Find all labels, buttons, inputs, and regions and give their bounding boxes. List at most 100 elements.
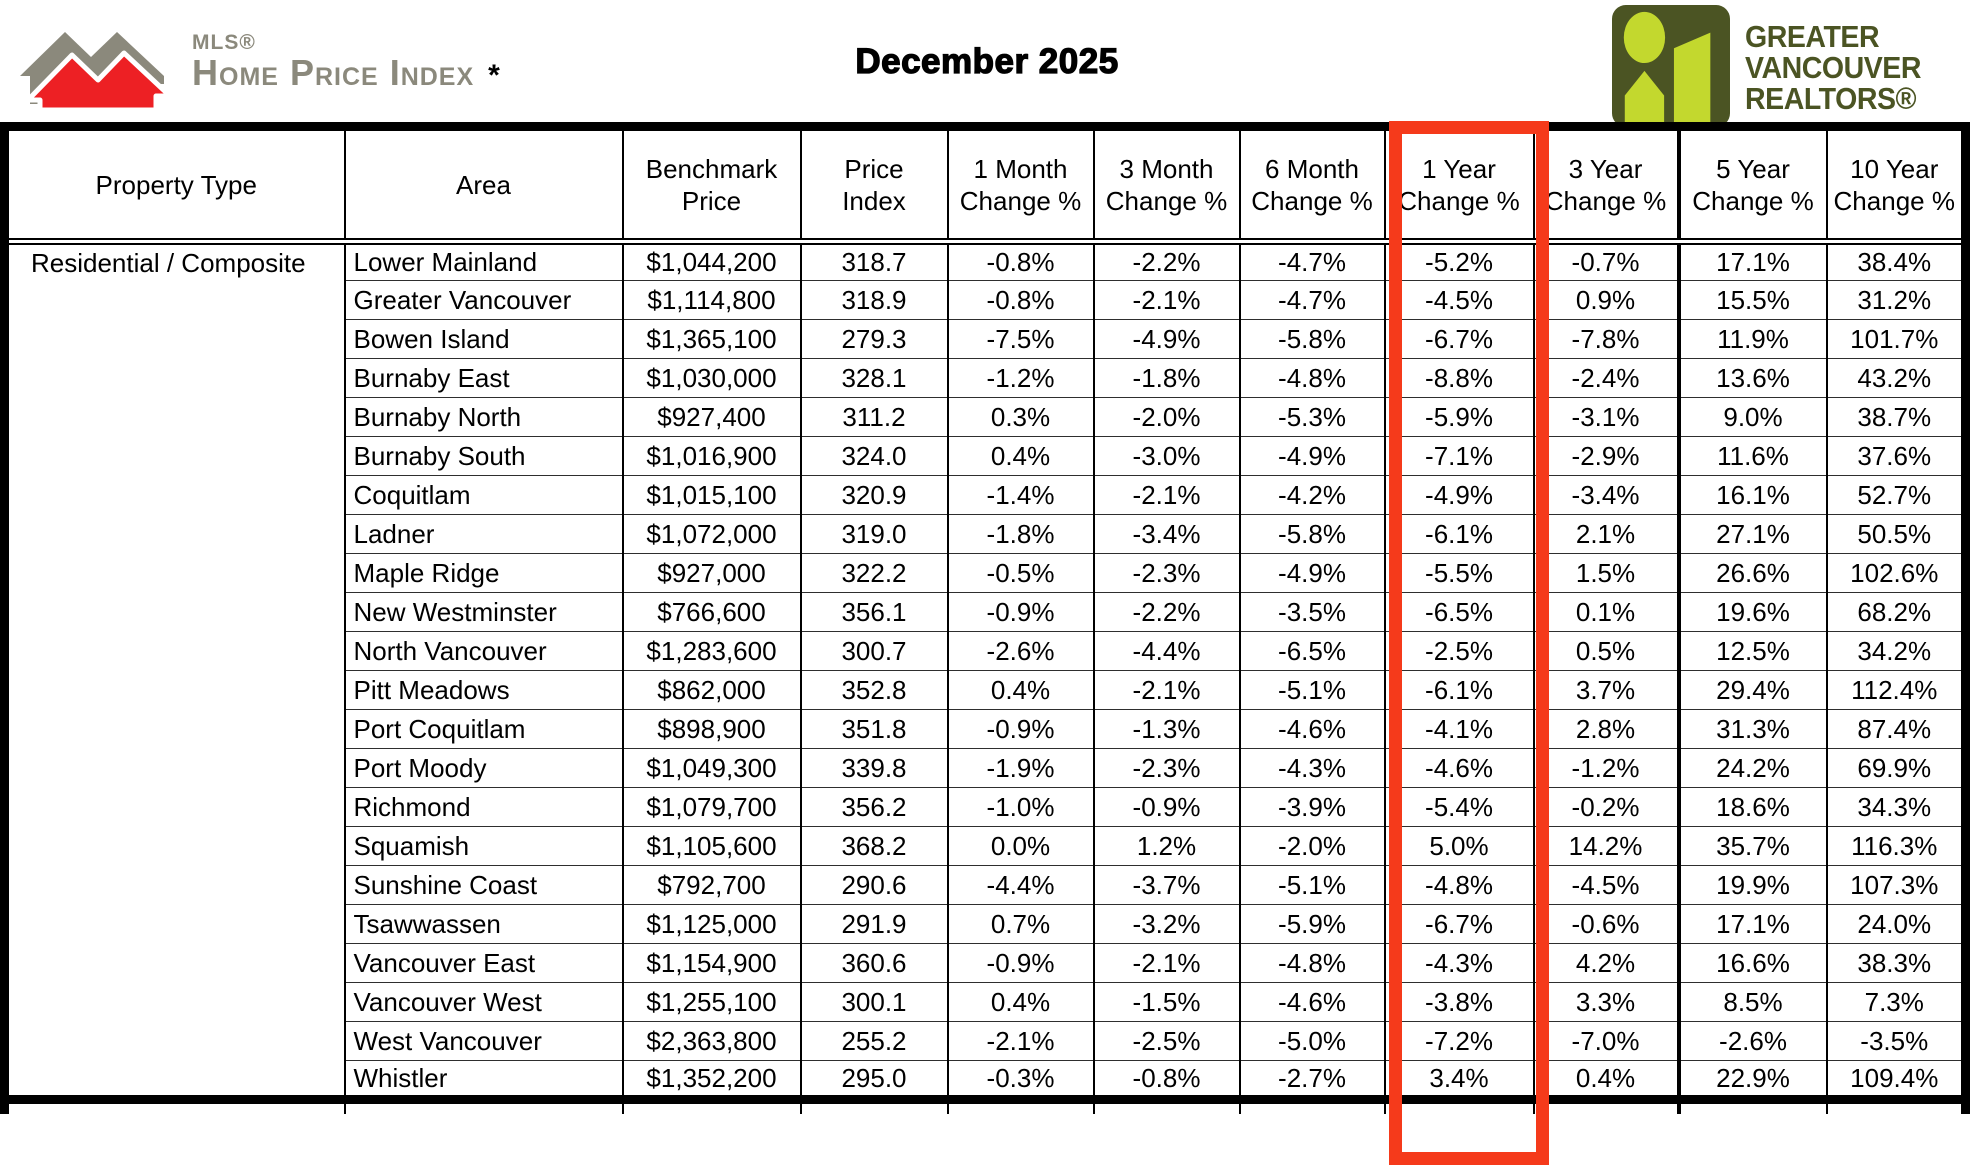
value-cell: -5.9%	[1384, 397, 1535, 437]
value-cell: 27.1%	[1676, 514, 1828, 554]
next-section-sliver	[4, 1099, 1967, 1114]
col-header-4: 1 Month Change %	[946, 125, 1095, 245]
value-cell: -5.1%	[1239, 865, 1386, 905]
value-cell: -3.0%	[1093, 436, 1241, 476]
value-cell: $927,000	[622, 553, 802, 593]
value-cell: $1,352,200	[622, 1060, 802, 1104]
asterisk: *	[488, 59, 501, 92]
value-cell: -2.1%	[1093, 943, 1241, 983]
value-cell: -4.8%	[1384, 865, 1535, 905]
col-header-3: Price Index	[799, 125, 949, 245]
value-cell: $1,015,100	[622, 475, 802, 515]
value-cell: -3.1%	[1533, 397, 1680, 437]
value-cell: -2.1%	[1093, 475, 1241, 515]
value-cell: $2,363,800	[622, 1021, 802, 1061]
mls-hpi-logo: MLS® Home Price Index *	[14, 24, 501, 112]
value-cell: 68.2%	[1826, 592, 1967, 632]
area-cell: Burnaby South	[343, 436, 624, 476]
value-cell: -6.1%	[1384, 670, 1535, 710]
value-cell: -3.9%	[1239, 787, 1386, 827]
value-cell: 38.7%	[1826, 397, 1967, 437]
value-cell: 356.1	[800, 592, 949, 632]
value-cell: -2.2%	[1093, 592, 1241, 632]
value-cell: -7.1%	[1384, 436, 1535, 476]
value-cell: 17.1%	[1676, 241, 1828, 281]
value-cell: 35.7%	[1676, 826, 1828, 866]
value-cell: -0.9%	[1093, 787, 1241, 827]
value-cell: -4.6%	[1239, 982, 1386, 1022]
value-cell: 11.6%	[1676, 436, 1828, 476]
value-cell: 38.4%	[1826, 241, 1967, 281]
sliver-row	[4, 1099, 1967, 1114]
value-cell: 112.4%	[1826, 670, 1967, 710]
value-cell: -4.1%	[1384, 709, 1535, 749]
table-row: Port Coquitlam $898,900 351.8 -0.9% -1.3% -4.…	[5, 709, 1967, 749]
property-type-cell: Residential / Composite	[4, 241, 346, 1104]
value-cell: 0.4%	[947, 670, 1095, 710]
value-cell: $1,125,000	[622, 904, 802, 944]
value-cell: 15.5%	[1676, 280, 1828, 320]
area-cell: Squamish	[343, 826, 624, 866]
value-cell: -5.2%	[1384, 241, 1535, 281]
area-cell: Burnaby North	[343, 397, 624, 437]
gvr-people-building-icon	[1612, 5, 1730, 127]
value-cell: -2.5%	[1384, 631, 1535, 671]
area-cell: Richmond	[343, 787, 624, 827]
value-cell: -2.4%	[1533, 358, 1680, 398]
area-cell: North Vancouver	[343, 631, 624, 671]
value-cell: 0.4%	[947, 436, 1095, 476]
value-cell: -7.8%	[1533, 319, 1680, 359]
value-cell: -3.5%	[1826, 1021, 1967, 1061]
value-cell: 19.9%	[1676, 865, 1828, 905]
value-cell: 0.0%	[947, 826, 1095, 866]
value-cell: 360.6	[800, 943, 949, 983]
value-cell: 311.2	[800, 397, 949, 437]
value-cell: 7.3%	[1826, 982, 1967, 1022]
value-cell: 295.0	[800, 1060, 949, 1104]
col-header-10: 10 Year Change %	[1825, 125, 1967, 245]
value-cell: 352.8	[800, 670, 949, 710]
area-cell: Port Coquitlam	[343, 709, 624, 749]
table-row: Pitt Meadows $862,000 352.8 0.4% -2.1% -5.1% -…	[5, 670, 1967, 710]
value-cell: 31.3%	[1676, 709, 1828, 749]
value-cell: 328.1	[800, 358, 949, 398]
value-cell: 320.9	[800, 475, 949, 515]
col-header-8: 3 Year Change %	[1532, 125, 1680, 245]
value-cell: -0.9%	[947, 943, 1095, 983]
value-cell: 300.1	[800, 982, 949, 1022]
value-cell: -3.2%	[1093, 904, 1241, 944]
value-cell: 37.6%	[1826, 436, 1967, 476]
value-cell: $1,105,600	[622, 826, 802, 866]
area-cell: Ladner	[343, 514, 624, 554]
value-cell: -4.9%	[1239, 436, 1386, 476]
value-cell: 24.2%	[1676, 748, 1828, 788]
value-cell: 2.1%	[1533, 514, 1680, 554]
value-cell: 101.7%	[1826, 319, 1967, 359]
value-cell: -3.8%	[1384, 982, 1535, 1022]
value-cell: 0.5%	[1533, 631, 1680, 671]
col-header-1: Area	[343, 125, 624, 245]
value-cell: -1.0%	[947, 787, 1095, 827]
value-cell: -1.4%	[947, 475, 1095, 515]
value-cell: 0.9%	[1533, 280, 1680, 320]
area-cell: Pitt Meadows	[343, 670, 624, 710]
area-cell: Lower Mainland	[343, 241, 624, 281]
area-cell: Bowen Island	[343, 319, 624, 359]
value-cell: 300.7	[800, 631, 949, 671]
value-cell: 17.1%	[1676, 904, 1828, 944]
value-cell: -6.7%	[1384, 904, 1535, 944]
value-cell: -0.3%	[947, 1060, 1095, 1104]
value-cell: -4.3%	[1384, 943, 1535, 983]
value-cell: 3.3%	[1533, 982, 1680, 1022]
value-cell: -5.8%	[1239, 319, 1386, 359]
value-cell: 324.0	[800, 436, 949, 476]
value-cell: 319.0	[800, 514, 949, 554]
col-header-6: 6 Month Change %	[1238, 125, 1386, 245]
value-cell: -2.9%	[1533, 436, 1680, 476]
gvr-line-2: VANCOUVER	[1745, 50, 1921, 85]
area-cell: Greater Vancouver	[343, 280, 624, 320]
value-cell: -5.1%	[1239, 670, 1386, 710]
value-cell: 318.9	[800, 280, 949, 320]
value-cell: $1,154,900	[622, 943, 802, 983]
table-row: Burnaby South $1,016,900 324.0 0.4% -3.0% -4.…	[5, 436, 1967, 476]
